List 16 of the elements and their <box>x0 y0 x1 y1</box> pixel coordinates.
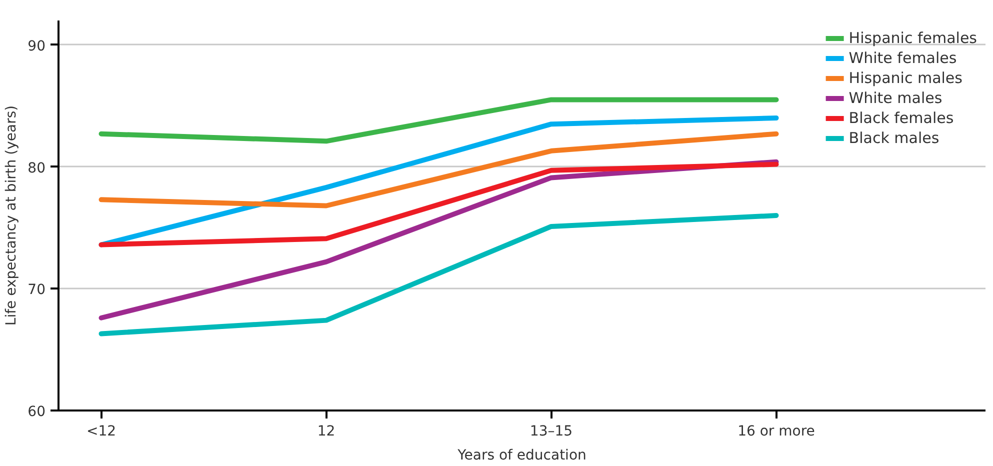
legend-label: Hispanic females <box>848 29 977 47</box>
legend-label: Black females <box>848 109 954 127</box>
legend-label: White males <box>848 89 942 107</box>
y-axis-title: Life expectancy at birth (years) <box>4 105 20 326</box>
x-tick-label: <12 <box>86 424 116 440</box>
x-tick-label: 16 or more <box>738 424 815 440</box>
legend-label: Hispanic males <box>848 69 962 87</box>
y-tick-label: 90 <box>28 38 46 54</box>
x-tick-label: 13–15 <box>530 424 573 440</box>
y-tick-label: 60 <box>28 404 46 420</box>
y-tick-label: 70 <box>28 282 46 298</box>
x-tick-label: 12 <box>317 424 336 440</box>
legend-label: White females <box>848 49 957 67</box>
legend-label: Black males <box>848 129 940 147</box>
x-axis-title: Years of education <box>456 448 586 464</box>
y-tick-label: 80 <box>28 160 46 176</box>
